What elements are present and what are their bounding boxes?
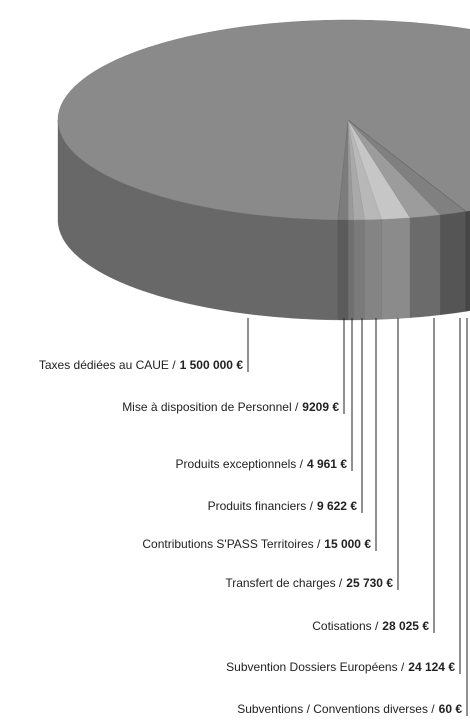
pie-top <box>57 19 470 221</box>
pie-slice <box>347 119 441 218</box>
pie-side <box>337 219 349 321</box>
value-label: 24 124 € <box>408 660 455 674</box>
value-label: 4 961 € <box>307 457 347 471</box>
pie-slice <box>347 119 467 212</box>
data-label: Produits financiers /9 622 € <box>208 499 358 513</box>
value-label: 60 € <box>439 702 463 716</box>
data-label: Subvention Dossiers Européens /24 124 € <box>226 660 455 674</box>
value-label: 1 500 000 € <box>180 358 244 372</box>
value-label: 9209 € <box>302 400 339 414</box>
pie-slice <box>57 19 470 221</box>
category-label: Taxes dédiées au CAUE / <box>39 358 176 372</box>
category-label: Produits exceptionnels / <box>176 457 304 471</box>
pie-sides <box>57 120 470 321</box>
data-label: Mise à disposition de Personnel /9209 € <box>122 400 339 414</box>
pie-slice <box>347 119 467 216</box>
pie-slice <box>347 119 411 220</box>
pie-side <box>364 219 382 320</box>
category-label: Subvention Dossiers Européens / <box>226 660 405 674</box>
value-label: 28 025 € <box>382 619 429 633</box>
value-label: 15 000 € <box>324 537 371 551</box>
category-label: Cotisations / <box>312 619 379 633</box>
category-label: Contributions S'PASS Territoires / <box>142 537 321 551</box>
data-label: Produits exceptionnels /4 961 € <box>176 457 348 471</box>
data-label: Transfert de charges /25 730 € <box>225 576 393 590</box>
pie-side <box>353 219 365 321</box>
pie-side <box>381 217 411 320</box>
category-label: Produits financiers / <box>208 499 314 513</box>
pie-side <box>348 219 354 321</box>
value-label: 9 622 € <box>317 499 357 513</box>
data-label: Contributions S'PASS Territoires /15 000… <box>142 537 371 551</box>
pie-side <box>409 214 441 318</box>
data-label: Cotisations /28 025 € <box>312 619 429 633</box>
category-label: Transfert de charges / <box>225 576 343 590</box>
pie-side <box>440 211 467 315</box>
value-label: 25 730 € <box>346 576 393 590</box>
data-label: Taxes dédiées au CAUE / 1 500 000 € <box>39 358 243 372</box>
category-label: Mise à disposition de Personnel / <box>122 400 299 414</box>
data-label: Subventions / Conventions diverses / 60 € <box>237 702 462 716</box>
category-label: Subventions / Conventions diverses / <box>237 702 435 716</box>
